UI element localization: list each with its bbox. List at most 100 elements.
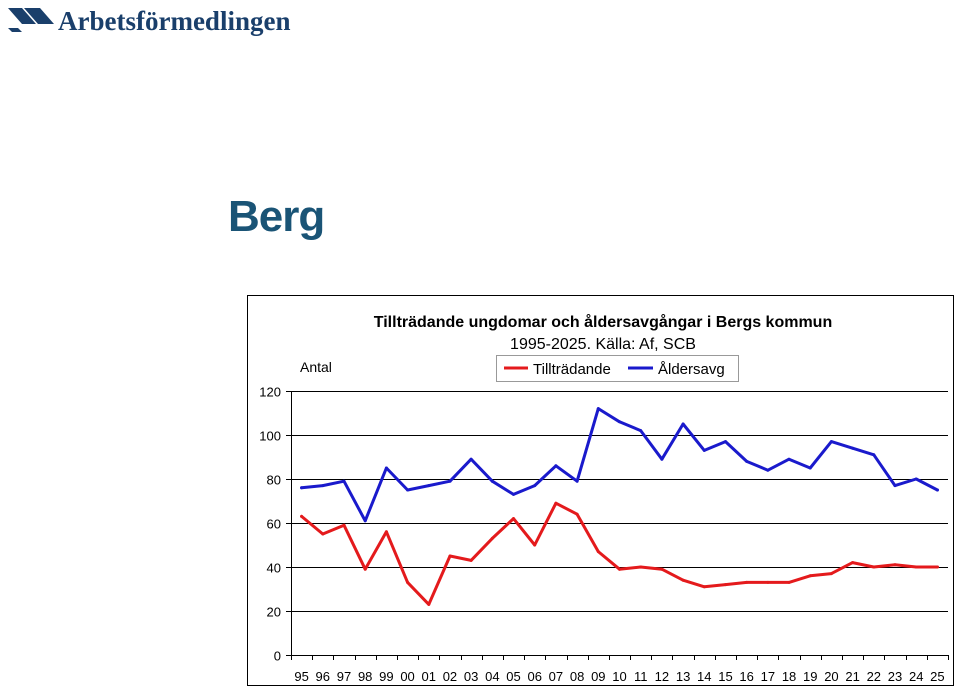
data-point-series-0 [914,565,918,569]
data-point-series-1 [321,484,325,488]
chart-title: Tillträdande ungdomar och åldersavgångar… [374,313,832,331]
x-tick-label: 10 [612,669,626,684]
data-point-series-1 [935,488,939,492]
data-point-series-0 [872,565,876,569]
data-point-series-1 [787,457,791,461]
axes: 0 20 40 60 80 100 120 95 96 97 98 99 00 01 02 03 04 05 06 0… [259,385,949,684]
x-tick-label: 25 [930,669,944,684]
data-point-series-0 [448,554,452,558]
data-point-series-0 [766,580,770,584]
data-point-series-1 [575,479,579,483]
data-point-series-1 [702,448,706,452]
data-point-series-0 [575,512,579,516]
data-point-series-1 [660,457,664,461]
logo-mark [8,8,54,32]
x-tick-label: 11 [634,669,648,684]
data-point-series-0 [893,563,897,567]
x-tick-label: 24 [909,669,923,684]
arbetsformedlingen-logo: Arbetsförmedlingen [8,6,290,36]
x-tick-label: 96 [316,669,330,684]
data-point-series-1 [724,440,727,444]
data-point-series-0 [660,567,664,571]
data-point-series-1 [490,479,494,483]
data-point-series-0 [363,567,367,571]
y-tick-label: 0 [274,649,281,664]
y-tick-label: 100 [259,429,281,444]
series-line-1 [300,407,939,523]
data-point-series-0 [724,583,727,587]
data-point-series-1 [872,453,876,457]
y-tick-label: 80 [267,473,281,488]
data-point-series-1 [427,484,431,488]
data-point-series-1 [596,407,600,411]
data-point-series-0 [639,565,643,569]
x-tick-label: 09 [591,669,605,684]
legend-label-tilltradande: Tillträdande [533,361,611,378]
series-lines [300,407,939,606]
data-point-series-1 [554,464,558,468]
data-point-series-0 [427,602,431,606]
data-point-series-1 [851,446,855,450]
x-tick-label: 01 [422,669,436,684]
data-point-series-1 [533,484,537,488]
data-point-series-1 [342,479,346,483]
y-tick-label: 40 [267,561,281,576]
grid-lines [291,391,948,612]
chart-frame [247,295,954,686]
data-point-series-0 [533,543,537,547]
data-point-series-1 [681,422,685,426]
y-tick-label: 60 [267,517,281,532]
x-tick-label: 02 [443,669,457,684]
data-point-series-1 [406,488,410,492]
data-point-series-0 [406,580,410,584]
x-tick-label: 20 [824,669,838,684]
data-point-series-1 [829,440,833,444]
x-tick-label: 04 [485,669,499,684]
x-tick-label: 16 [739,669,753,684]
data-point-series-0 [935,565,939,569]
x-tick-label: 19 [803,669,817,684]
x-tick-label: 08 [570,669,584,684]
data-point-series-0 [342,523,346,527]
x-tick-label: 07 [549,669,563,684]
data-point-series-0 [829,572,833,576]
legend-box [496,355,739,382]
data-point-series-1 [914,477,918,481]
x-tick-label: 18 [782,669,796,684]
y-tick-label: 20 [267,605,281,620]
data-point-series-0 [681,578,685,582]
x-tick-label: 95 [294,669,308,684]
data-point-series-1 [448,479,452,483]
data-point-series-1 [618,420,621,424]
data-point-series-1 [363,519,367,523]
data-point-series-1 [512,492,515,496]
legend-label-aldersavg: Åldersavg [658,361,725,378]
data-point-series-0 [808,574,812,578]
data-point-series-1 [300,486,304,490]
data-point-series-1 [766,468,770,472]
legend: Tillträdande Åldersavg [496,355,739,382]
series-line-0 [300,501,939,606]
x-tick-label: 13 [676,669,690,684]
data-point-series-0 [618,567,621,571]
x-tick-label: 03 [464,669,478,684]
data-point-series-0 [300,514,304,518]
data-point-series-0 [384,530,388,534]
x-tick-label: 99 [379,669,393,684]
data-point-series-1 [893,484,897,488]
x-tick-label: 97 [337,669,351,684]
x-tick-label: 14 [697,669,711,684]
data-point-series-0 [554,501,558,505]
y-tick-label: 120 [259,385,281,400]
x-tick-label: 98 [358,669,372,684]
y-axis-label: Antal [300,359,332,375]
x-tick-label: 06 [527,669,541,684]
x-tick-label: 12 [655,669,669,684]
data-point-series-0 [469,558,473,562]
data-point-series-0 [596,550,600,554]
data-point-series-1 [469,457,473,461]
x-tick-label: 21 [845,669,859,684]
data-point-series-1 [808,466,812,470]
data-point-series-1 [384,466,388,470]
